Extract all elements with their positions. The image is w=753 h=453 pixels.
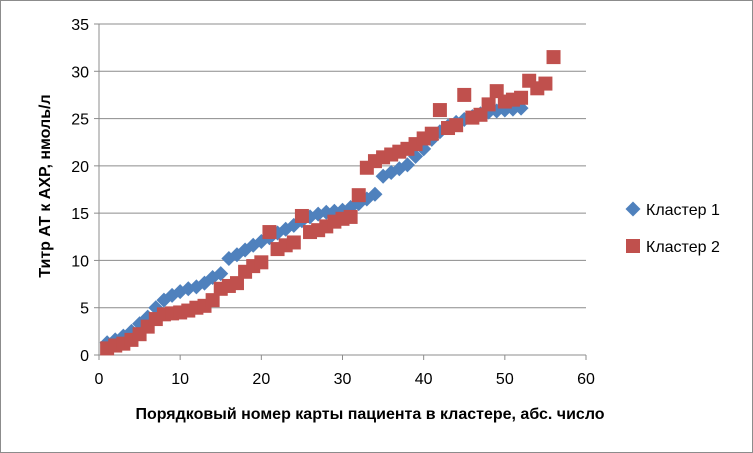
data-point bbox=[294, 208, 309, 223]
x-tick-label: 50 bbox=[496, 371, 514, 388]
y-tick-labels: 0 5 10 15 20 25 30 35 bbox=[71, 17, 89, 365]
data-point bbox=[245, 237, 261, 253]
x-tick-label: 30 bbox=[334, 371, 352, 388]
series-2-points bbox=[100, 50, 561, 356]
data-point bbox=[343, 209, 358, 224]
x-tick-label: 40 bbox=[415, 371, 433, 388]
x-tick-label: 60 bbox=[577, 371, 595, 388]
data-point bbox=[432, 103, 447, 118]
data-point bbox=[213, 266, 229, 282]
x-tick-label: 0 bbox=[95, 371, 104, 388]
x-axis-title: Порядковый номер карты пациента в класте… bbox=[135, 406, 604, 423]
data-points bbox=[99, 50, 561, 356]
y-tick-label: 0 bbox=[80, 348, 89, 365]
y-tick-label: 15 bbox=[71, 206, 89, 223]
data-point bbox=[514, 90, 529, 105]
legend-label-1: Кластер 1 bbox=[646, 202, 720, 219]
data-point bbox=[449, 118, 464, 133]
y-tick-label: 35 bbox=[71, 17, 89, 34]
data-point bbox=[367, 186, 383, 202]
legend: Кластер 1 Кластер 2 bbox=[625, 201, 720, 256]
data-point bbox=[424, 126, 439, 141]
y-tick-label: 30 bbox=[71, 64, 89, 81]
data-point bbox=[546, 50, 561, 65]
data-point bbox=[262, 225, 277, 240]
x-tick-label: 20 bbox=[252, 371, 270, 388]
y-tick-label: 10 bbox=[71, 253, 89, 270]
data-point bbox=[399, 157, 415, 173]
data-point bbox=[286, 235, 301, 250]
y-tick-label: 5 bbox=[80, 301, 89, 318]
legend-marker-2 bbox=[626, 239, 640, 253]
data-point bbox=[457, 87, 472, 102]
data-point bbox=[351, 188, 366, 203]
x-tick-label: 10 bbox=[171, 371, 189, 388]
axes bbox=[94, 23, 587, 360]
data-point bbox=[481, 97, 496, 112]
data-point bbox=[229, 276, 244, 291]
y-tick-label: 20 bbox=[71, 159, 89, 176]
data-point bbox=[254, 255, 269, 270]
x-tick-labels: 0 10 20 30 40 50 60 bbox=[95, 371, 595, 388]
y-axis-title: Титр АТ к АХР, нмоль/л bbox=[37, 94, 54, 277]
data-point bbox=[538, 76, 553, 91]
data-point bbox=[205, 293, 220, 308]
gridlines bbox=[99, 23, 586, 309]
y-tick-label: 25 bbox=[71, 112, 89, 129]
legend-label-2: Кластер 2 bbox=[646, 239, 720, 256]
legend-marker-1 bbox=[625, 201, 641, 217]
